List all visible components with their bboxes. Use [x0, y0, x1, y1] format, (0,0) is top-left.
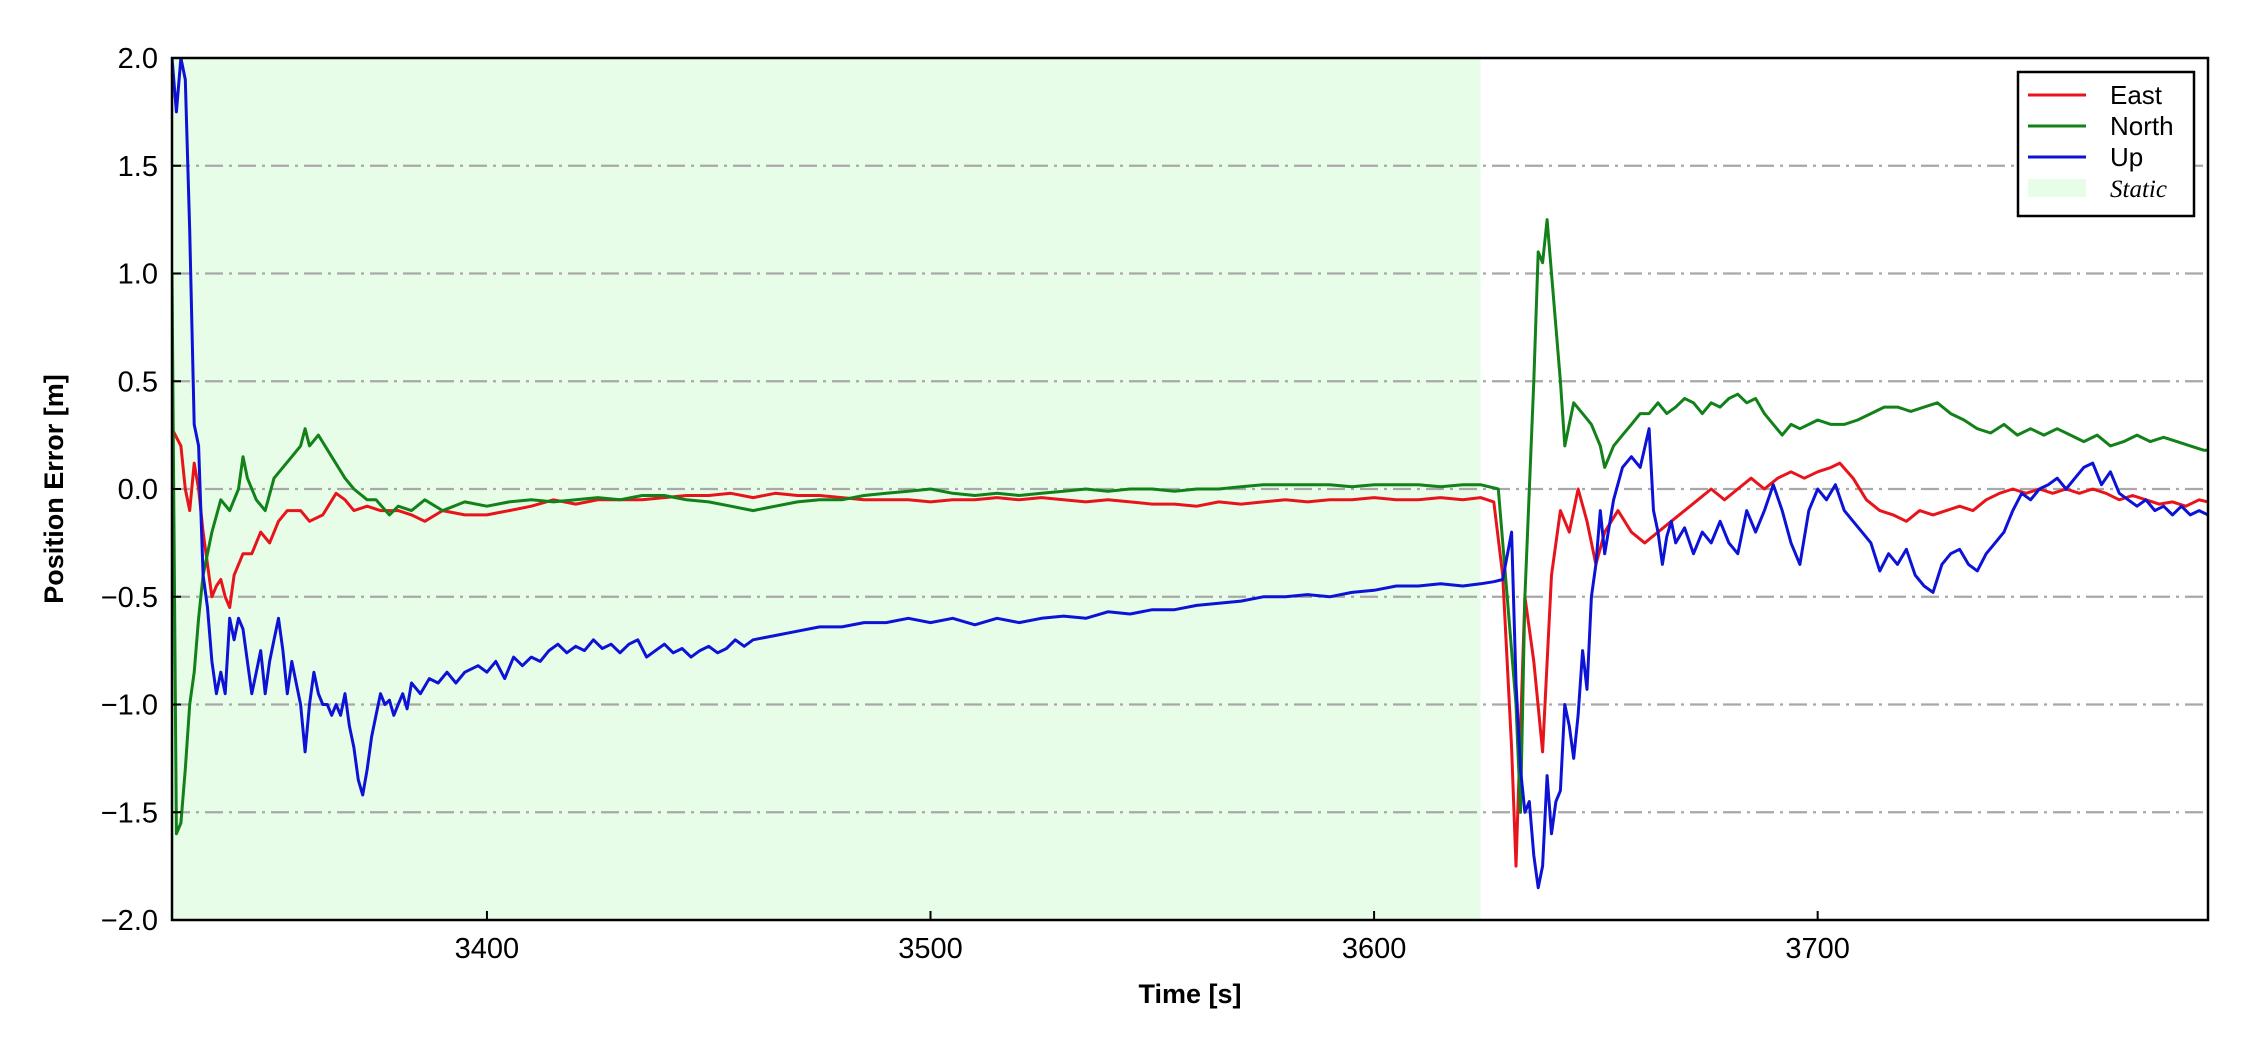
- y-tick-label: 1.0: [118, 259, 158, 291]
- legend-north-label: North: [2110, 111, 2174, 141]
- x-tick-label: 3700: [1785, 933, 1850, 965]
- y-tick-label: −2.0: [101, 905, 158, 937]
- y-tick-label: 0.0: [118, 474, 158, 506]
- legend-up-label: Up: [2110, 142, 2143, 172]
- series-group: [172, 58, 2208, 890]
- series-line-east: [172, 427, 2208, 868]
- x-tick-label: 3500: [898, 933, 963, 965]
- legend: East North Up Static: [2016, 70, 2196, 218]
- series-line-north: [172, 218, 2208, 836]
- legend-static-swatch: [2028, 179, 2086, 197]
- axes: 2.0 1.5 1.0 0.5 0.0 −0.5 −1.0 −1.5 −2.0 3400 3500 3…: [101, 43, 2210, 965]
- y-tick-label: 0.5: [118, 366, 158, 398]
- legend-static-label: Static: [2110, 176, 2167, 203]
- y-tick-label: −1.5: [101, 797, 158, 829]
- series-line-up: [172, 58, 2208, 890]
- legend-east-label: East: [2110, 80, 2163, 110]
- plot-area: [172, 58, 2208, 920]
- y-tick-label: −0.5: [101, 582, 158, 614]
- y-tick-label: 1.5: [118, 151, 158, 183]
- x-axis-title: Time [s]: [1138, 979, 1241, 1009]
- y-tick-label: −1.0: [101, 690, 158, 722]
- x-tick-label: 3600: [1342, 933, 1407, 965]
- y-axis-title: Position Error [m]: [39, 374, 69, 604]
- y-tick-label: 2.0: [118, 43, 158, 75]
- static-region: [172, 58, 1481, 920]
- x-tick-label: 3400: [455, 933, 520, 965]
